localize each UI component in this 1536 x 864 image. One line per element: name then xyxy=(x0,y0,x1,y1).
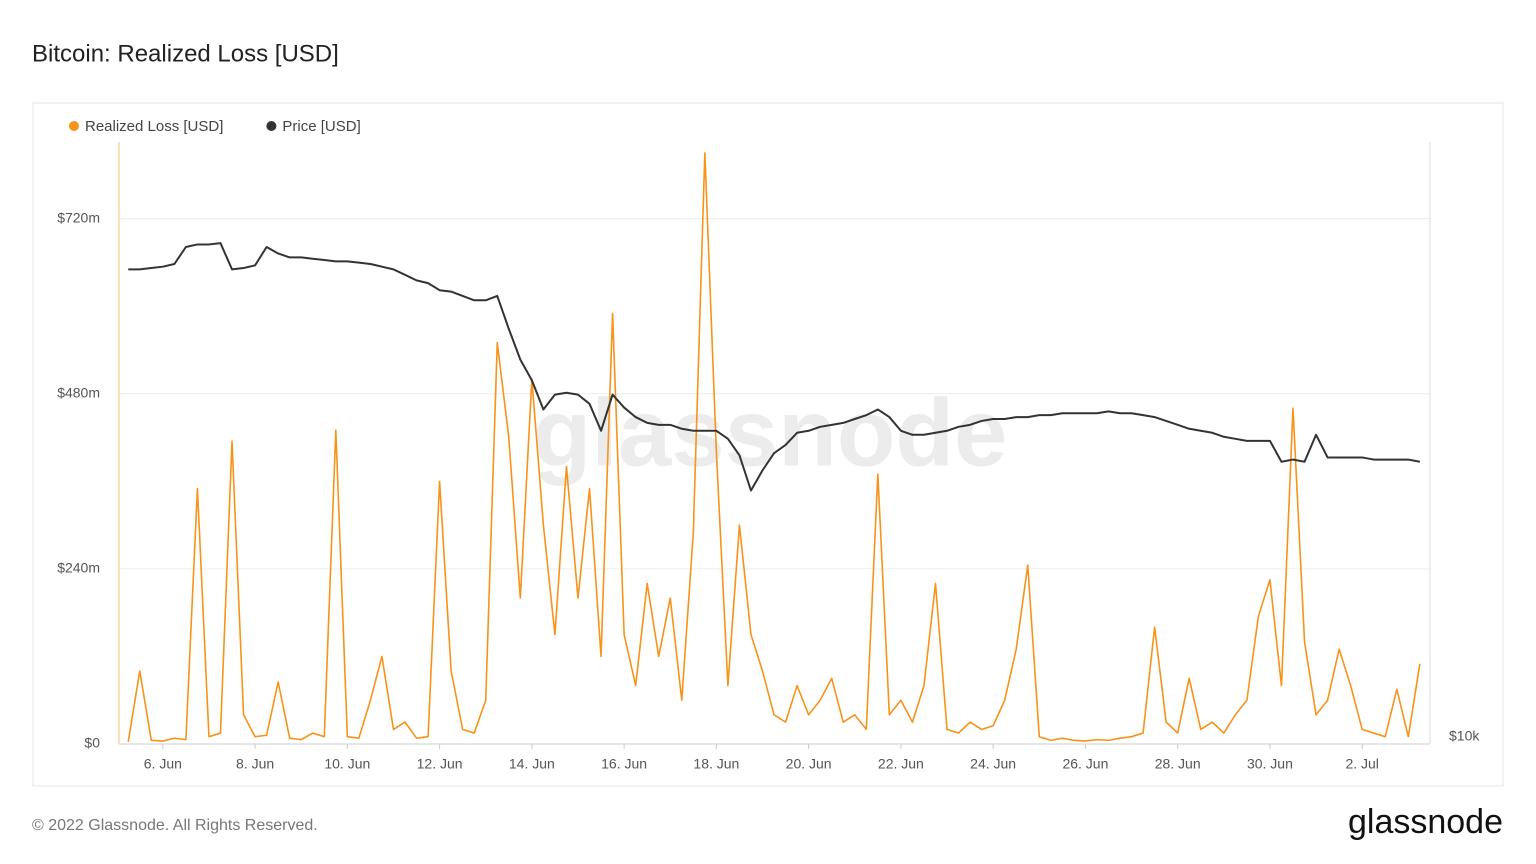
y-tick-label: $0 xyxy=(84,735,100,751)
legend-label: Price [USD] xyxy=(282,118,360,135)
chart-frame xyxy=(32,102,1504,787)
logo: glassnode xyxy=(1348,803,1503,841)
x-tick-label: 24. Jun xyxy=(970,756,1016,772)
series-line xyxy=(127,152,1421,742)
y-tick-label: $720m xyxy=(57,209,100,225)
y2-tick-label: $10k xyxy=(1449,728,1480,744)
x-tick-label: 12. Jun xyxy=(417,756,463,772)
x-tick-label: 8. Jun xyxy=(236,756,274,772)
legend-marker xyxy=(266,121,277,131)
x-tick-label: 16. Jun xyxy=(601,756,647,772)
x-tick-label: 6. Jun xyxy=(144,756,182,772)
legend-label: Realized Loss [USD] xyxy=(85,118,223,135)
x-tick-label: 28. Jun xyxy=(1155,756,1201,772)
legend-marker xyxy=(69,121,79,131)
footer: © 2022 Glassnode. All Rights Reserved. xyxy=(32,817,318,834)
chart-title: Bitcoin: Realized Loss [USD] xyxy=(32,40,339,67)
y-tick-label: $480m xyxy=(57,384,100,400)
x-tick-label: 26. Jun xyxy=(1062,756,1108,772)
x-tick-label: 22. Jun xyxy=(878,756,924,772)
x-tick-label: 30. Jun xyxy=(1247,756,1293,772)
x-tick-label: 20. Jun xyxy=(786,756,832,772)
x-tick-label: 14. Jun xyxy=(509,756,555,772)
y-tick-label: $240m xyxy=(57,560,100,576)
x-tick-label: 18. Jun xyxy=(693,756,739,772)
series-line xyxy=(128,242,1421,492)
x-tick-label: 10. Jun xyxy=(324,756,370,772)
x-tick-label: 2. Jul xyxy=(1345,756,1378,772)
